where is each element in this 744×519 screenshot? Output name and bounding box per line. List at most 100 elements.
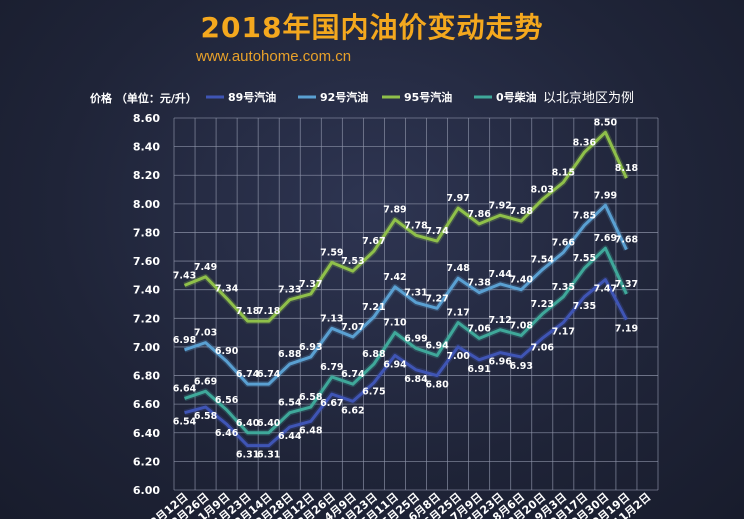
data-label: 7.21 [362,302,385,313]
data-label: 6.93 [509,361,532,372]
data-label: 7.40 [509,275,533,286]
data-label: 7.35 [573,301,596,312]
data-label: 7.43 [173,270,196,281]
data-label: 7.99 [594,190,617,201]
data-label: 7.35 [552,282,575,293]
data-label: 6.58 [299,392,323,403]
y-tick-label: 6.20 [133,455,160,468]
data-label: 7.86 [467,209,491,220]
data-label: 7.37 [615,279,638,290]
legend-label: 0号柴油 [496,90,537,104]
data-label: 7.54 [531,255,555,266]
data-label: 6.54 [278,398,302,409]
data-label: 6.90 [215,346,239,357]
data-label: 7.66 [552,237,576,248]
data-label: 7.37 [299,279,322,290]
data-label: 7.31 [404,288,427,299]
data-label: 6.98 [173,335,197,346]
data-label: 6.93 [299,342,322,353]
legend-label: 95号汽油 [404,90,452,104]
data-label: 7.38 [467,278,491,289]
data-label: 7.34 [215,283,239,294]
data-label: 7.19 [615,324,638,335]
data-label: 7.06 [531,342,555,353]
data-label: 6.56 [215,395,239,406]
y-tick-label: 7.40 [133,284,160,297]
data-label: 8.15 [552,167,575,178]
chart-title: 2018年国内油价变动走势 [200,11,544,44]
legend-label: 89号汽油 [228,90,276,104]
data-label: 6.94 [425,341,449,352]
data-label: 6.84 [404,374,428,385]
y-tick-label: 8.00 [133,198,160,211]
series-line [183,130,628,323]
y-tick-label: 7.60 [133,255,160,268]
y-tick-label: 6.80 [133,370,160,383]
data-label: 7.47 [594,284,617,295]
data-label: 6.74 [236,369,260,380]
y-tick-label: 8.40 [133,141,160,154]
data-label: 6.67 [320,398,343,409]
series-line [184,246,628,435]
data-label: 7.03 [194,328,217,339]
data-label: 6.58 [194,411,218,422]
y-tick-label: 8.20 [133,169,160,182]
data-label: 7.67 [362,236,385,247]
y-tick-label: 7.00 [133,341,160,354]
data-label: 7.85 [573,210,596,221]
data-label: 7.68 [615,235,639,246]
data-label: 7.97 [446,193,469,204]
data-label: 7.74 [425,226,449,237]
data-label: 6.79 [320,362,343,373]
series-line [184,278,628,448]
y-tick-label: 8.60 [133,112,160,125]
data-label: 7.92 [488,200,511,211]
legend-label: 92号汽油 [320,90,368,104]
website-url: www.autohome.com.cn [196,48,352,65]
data-label: 7.18 [257,306,281,317]
data-label: 7.23 [531,299,554,310]
y-tick-label: 6.00 [133,484,160,497]
data-label: 8.03 [531,185,554,196]
data-label: 7.18 [236,306,260,317]
data-label: 6.40 [236,418,260,429]
data-label: 7.42 [383,272,406,283]
data-label: 8.36 [573,137,597,148]
data-label: 6.69 [194,376,217,387]
data-label: 6.48 [299,425,323,436]
data-label: 6.91 [467,364,490,375]
data-label: 6.96 [488,357,512,368]
data-label: 6.31 [257,450,280,461]
y-tick-label: 6.40 [133,427,160,440]
data-label: 7.27 [425,293,448,304]
data-label: 7.48 [446,263,470,274]
data-label: 7.06 [467,323,491,334]
series-line [184,203,628,386]
data-label: 6.31 [236,450,259,461]
data-label: 7.08 [509,320,533,331]
data-label: 7.44 [488,269,512,280]
data-label: 6.88 [362,349,386,360]
y-tick-label: 6.60 [133,398,160,411]
data-label: 6.46 [215,428,239,439]
data-label: 8.18 [615,163,639,174]
region-note: 以北京地区为例 [543,91,634,106]
data-label: 6.80 [425,380,449,391]
data-label: 6.88 [278,349,302,360]
y-tick-label: 7.20 [133,312,160,325]
data-label: 6.74 [341,369,365,380]
data-label: 7.78 [404,220,428,231]
data-label: 7.17 [552,327,575,338]
data-label: 6.94 [383,360,407,371]
data-label: 6.74 [257,369,281,380]
data-label: 7.33 [278,285,301,296]
data-label: 6.44 [278,431,302,442]
data-label: 8.50 [594,117,618,128]
data-label: 7.89 [383,205,406,216]
data-label: 7.88 [509,206,533,217]
data-label: 7.07 [341,322,364,333]
data-label: 6.64 [173,383,197,394]
data-label: 7.59 [320,248,343,259]
data-label: 6.40 [257,418,281,429]
